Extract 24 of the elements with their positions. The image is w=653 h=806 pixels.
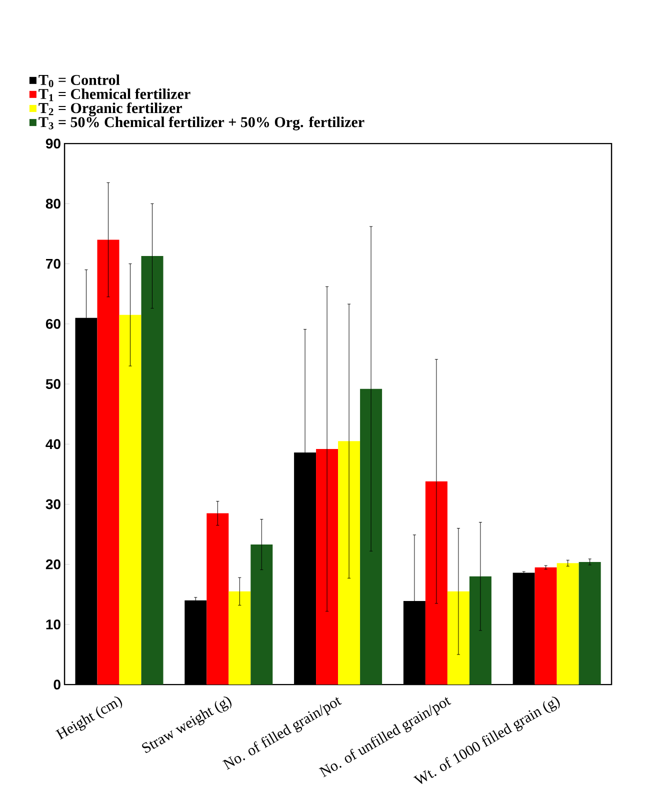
bar — [228, 591, 251, 685]
legend-label: T$_{2}$ = Organic fertilizer — [38, 102, 182, 116]
y-tick-label: 0 — [54, 680, 60, 690]
y-tick-label: 80 — [46, 198, 60, 209]
bar — [469, 576, 492, 685]
legend-label: T$_{0}$ = Control — [38, 74, 120, 88]
bar — [250, 544, 273, 685]
y-tick-label: 40 — [46, 439, 60, 450]
bar — [206, 513, 229, 685]
legend-label: T$_{3}$ = 50% Chemical fertilizer + 50% Org. fertilizer — [38, 116, 364, 130]
y-tick-label: 60 — [46, 318, 60, 329]
y-tick-label: 30 — [46, 499, 60, 510]
bar — [97, 240, 120, 685]
y-tick-label: 90 — [46, 138, 60, 149]
y-tick-label: 20 — [46, 559, 60, 570]
y-tick-label: 10 — [46, 619, 60, 630]
y-tick-label: 50 — [46, 379, 60, 389]
bar — [556, 563, 579, 685]
bar — [578, 562, 601, 685]
bar — [534, 567, 557, 685]
legend-label: T$_{1}$ = Chemical fertilizer — [38, 88, 190, 102]
bar — [119, 314, 142, 685]
bar — [141, 256, 164, 685]
y-tick-label: 70 — [46, 258, 60, 269]
